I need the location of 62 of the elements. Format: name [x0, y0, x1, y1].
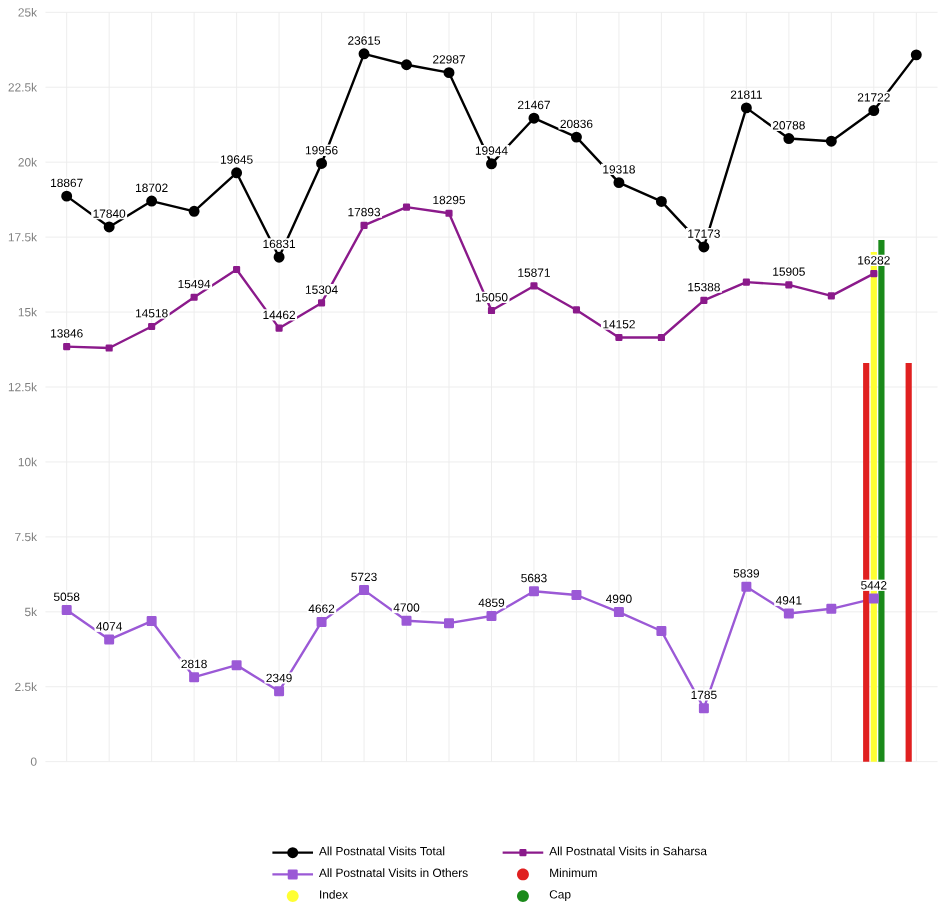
- point: [146, 616, 157, 627]
- point: [613, 607, 624, 618]
- point: [105, 344, 113, 352]
- point: [231, 167, 243, 179]
- point: [358, 48, 370, 60]
- point: [742, 278, 750, 286]
- point: [359, 585, 370, 596]
- point: [700, 296, 708, 305]
- point: [401, 59, 412, 71]
- point: [783, 608, 794, 619]
- point: [103, 221, 115, 233]
- point: [910, 49, 922, 61]
- point: [826, 603, 837, 614]
- point: [148, 323, 156, 331]
- point: [868, 593, 879, 604]
- point: [188, 206, 200, 217]
- point: [445, 209, 453, 217]
- point: [401, 615, 412, 626]
- point: [274, 686, 285, 697]
- point: [868, 105, 880, 117]
- point: [146, 195, 158, 207]
- point: [528, 112, 540, 124]
- point: [528, 586, 539, 597]
- point: [570, 131, 582, 143]
- point: [571, 590, 582, 601]
- point: [870, 270, 878, 278]
- point: [275, 324, 283, 332]
- point: [402, 203, 411, 211]
- point: [698, 241, 710, 253]
- point: [360, 221, 368, 230]
- point: [61, 190, 73, 202]
- point: [783, 133, 795, 145]
- point: [827, 292, 835, 300]
- point: [655, 196, 667, 208]
- point: [572, 306, 581, 314]
- point: [487, 307, 496, 315]
- point: [61, 605, 72, 616]
- point: [486, 611, 497, 622]
- point: [740, 102, 752, 114]
- point: [189, 672, 200, 683]
- point: [190, 293, 198, 301]
- point: [316, 158, 328, 170]
- bar: [905, 363, 912, 762]
- point: [785, 281, 793, 289]
- point: [63, 343, 71, 351]
- point: [486, 158, 497, 170]
- point: [530, 282, 538, 290]
- point: [317, 299, 326, 307]
- point: [443, 67, 455, 79]
- point: [825, 135, 837, 147]
- point: [316, 617, 327, 628]
- point: [104, 634, 115, 645]
- point: [615, 334, 623, 342]
- point: [698, 703, 709, 714]
- point: [233, 266, 241, 274]
- point: [741, 581, 752, 592]
- point: [231, 660, 242, 671]
- point: [273, 251, 285, 263]
- point: [656, 626, 667, 637]
- point: [444, 618, 454, 629]
- point: [657, 334, 665, 342]
- point: [613, 177, 625, 189]
